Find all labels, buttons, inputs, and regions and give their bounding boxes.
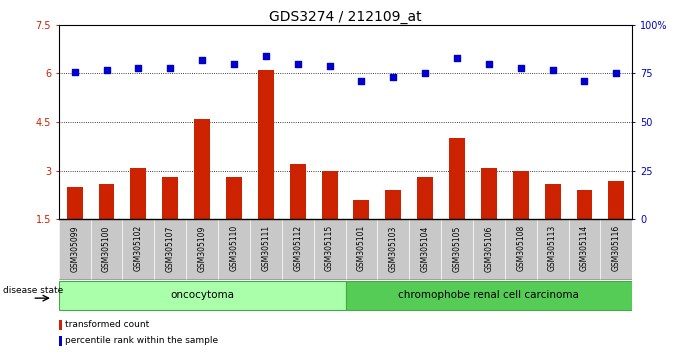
Text: GSM305111: GSM305111 xyxy=(261,225,270,272)
Bar xyxy=(505,219,537,280)
Point xyxy=(388,75,399,80)
Bar xyxy=(59,219,91,280)
Text: GSM305115: GSM305115 xyxy=(325,225,334,272)
Text: GSM305114: GSM305114 xyxy=(580,225,589,272)
Point xyxy=(101,67,112,72)
Point xyxy=(611,70,622,76)
Text: GSM305116: GSM305116 xyxy=(612,225,621,272)
Bar xyxy=(354,200,370,219)
Bar xyxy=(59,336,62,346)
Bar xyxy=(290,164,305,219)
Bar xyxy=(99,184,115,219)
Bar xyxy=(545,184,560,219)
Title: GDS3274 / 212109_at: GDS3274 / 212109_at xyxy=(269,10,422,24)
Point xyxy=(69,69,80,74)
Bar xyxy=(537,219,569,280)
Point xyxy=(451,55,462,61)
Bar xyxy=(122,219,154,280)
Text: GSM305113: GSM305113 xyxy=(548,225,557,272)
Bar xyxy=(91,219,122,280)
Bar xyxy=(162,177,178,219)
Point xyxy=(229,61,240,67)
Text: chromophobe renal cell carcinoma: chromophobe renal cell carcinoma xyxy=(399,290,579,300)
Bar xyxy=(569,219,600,280)
Point xyxy=(579,79,590,84)
Bar xyxy=(59,281,346,310)
Bar xyxy=(449,138,465,219)
Text: GSM305106: GSM305106 xyxy=(484,225,493,272)
Point xyxy=(196,57,207,63)
Text: oncocytoma: oncocytoma xyxy=(170,290,234,300)
Bar xyxy=(513,171,529,219)
Bar xyxy=(258,70,274,219)
Point xyxy=(419,70,430,76)
Text: GSM305107: GSM305107 xyxy=(166,225,175,272)
Text: GSM305100: GSM305100 xyxy=(102,225,111,272)
Text: GSM305099: GSM305099 xyxy=(70,225,79,272)
Bar xyxy=(600,219,632,280)
Text: GSM305104: GSM305104 xyxy=(421,225,430,272)
Bar xyxy=(346,281,632,310)
Bar xyxy=(226,177,242,219)
Bar xyxy=(441,219,473,280)
Bar xyxy=(59,320,62,330)
Text: GSM305110: GSM305110 xyxy=(229,225,238,272)
Bar xyxy=(131,167,146,219)
Text: GSM305101: GSM305101 xyxy=(357,225,366,272)
Bar xyxy=(473,219,505,280)
Bar xyxy=(250,219,282,280)
Bar xyxy=(194,119,210,219)
Bar xyxy=(67,187,83,219)
Text: GSM305108: GSM305108 xyxy=(516,225,525,272)
Point xyxy=(164,65,176,70)
Bar xyxy=(377,219,409,280)
Bar xyxy=(186,219,218,280)
Bar xyxy=(608,181,624,219)
Bar xyxy=(321,171,337,219)
Text: GSM305109: GSM305109 xyxy=(198,225,207,272)
Bar xyxy=(314,219,346,280)
Point xyxy=(547,67,558,72)
Point xyxy=(324,63,335,68)
Point xyxy=(356,79,367,84)
Text: GSM305105: GSM305105 xyxy=(453,225,462,272)
Bar xyxy=(386,190,401,219)
Text: disease state: disease state xyxy=(3,286,63,295)
Bar xyxy=(417,177,433,219)
Text: GSM305112: GSM305112 xyxy=(293,225,302,272)
Text: percentile rank within the sample: percentile rank within the sample xyxy=(65,336,218,345)
Bar xyxy=(282,219,314,280)
Point xyxy=(515,65,527,70)
Bar xyxy=(346,219,377,280)
Bar xyxy=(481,167,497,219)
Bar xyxy=(576,190,592,219)
Bar xyxy=(218,219,250,280)
Point xyxy=(133,65,144,70)
Point xyxy=(261,53,272,59)
Text: transformed count: transformed count xyxy=(65,320,149,330)
Point xyxy=(292,61,303,67)
Text: GSM305102: GSM305102 xyxy=(134,225,143,272)
Bar xyxy=(409,219,441,280)
Text: GSM305103: GSM305103 xyxy=(389,225,398,272)
Bar xyxy=(154,219,186,280)
Point xyxy=(483,61,494,67)
